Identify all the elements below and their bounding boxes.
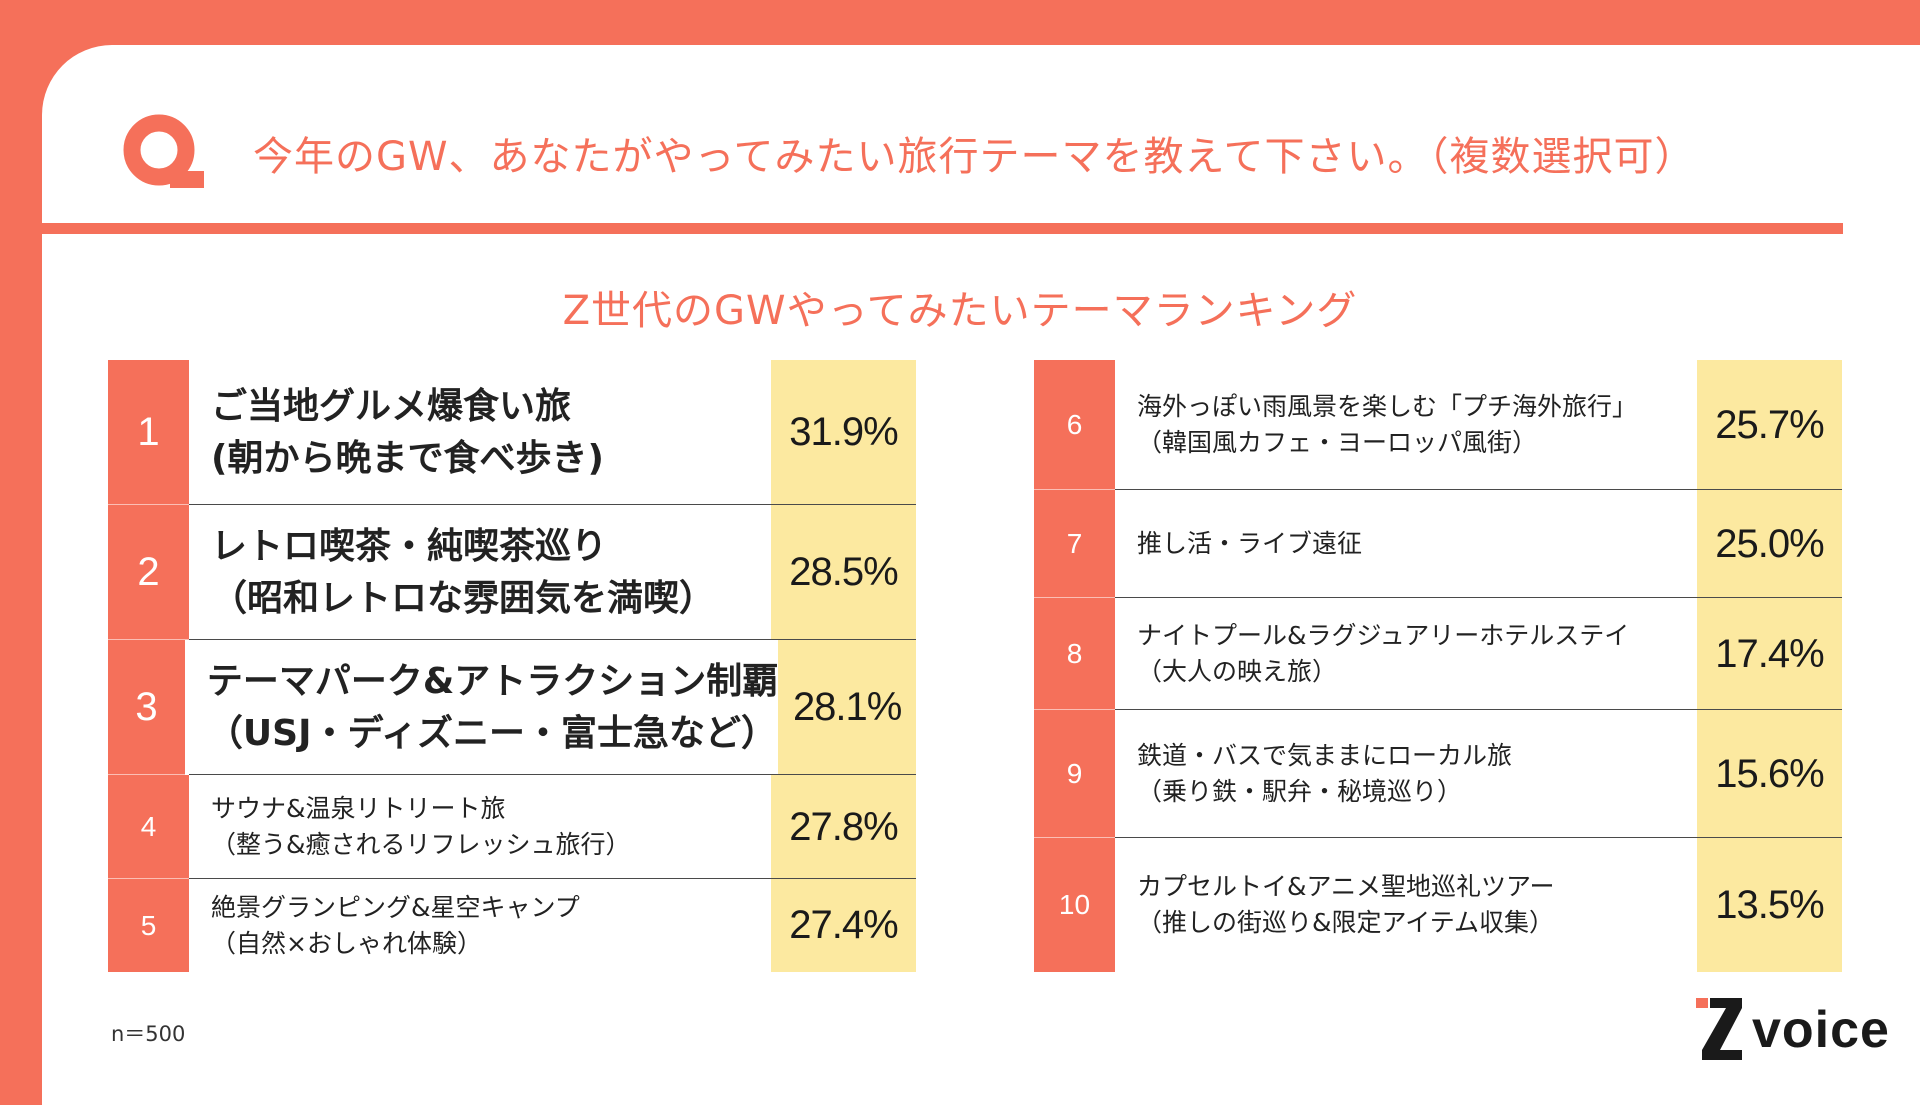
theme-name: サウナ&温泉リトリート旅 [211, 794, 506, 823]
percentage-value: 27.8% [771, 775, 916, 879]
question-text: 今年のGW、あなたがやってみたい旅行テーマを教えて下さい。（複数選択可） [253, 134, 1696, 180]
percentage-value: 13.5% [1697, 838, 1842, 972]
ranking-row: 1 ご当地グルメ爆食い旅 (朝から晩まで食べ歩き) 31.9% [108, 360, 916, 505]
theme-detail: （韓国風カフェ・ヨーロッパ風街） [1137, 428, 1538, 457]
rank-number: 6 [1034, 360, 1115, 490]
theme-name: 推し活・ライブ遠征 [1137, 529, 1363, 558]
percentage-value: 17.4% [1697, 598, 1842, 710]
theme-detail: （USJ・ディズニー・富士急など） [206, 712, 777, 754]
rank-number: 1 [108, 360, 189, 505]
rank-number: 7 [1034, 490, 1115, 598]
theme-label: 推し活・ライブ遠征 [1115, 490, 1697, 598]
ranking-row: 2 レトロ喫茶・純喫茶巡り （昭和レトロな雰囲気を満喫） 28.5% [108, 505, 916, 640]
theme-label: ナイトプール&ラグジュアリーホテルステイ （大人の映え旅） [1115, 598, 1697, 710]
theme-name: カプセルトイ&アニメ聖地巡礼ツアー [1137, 872, 1555, 901]
rank-number: 8 [1034, 598, 1115, 710]
ranking-table-left: 1 ご当地グルメ爆食い旅 (朝から晩まで食べ歩き) 31.9% 2 レトロ喫茶・… [108, 360, 916, 972]
rank-number: 3 [108, 640, 185, 775]
theme-name: ご当地グルメ爆食い旅 [211, 385, 572, 427]
theme-detail: （昭和レトロな雰囲気を満喫） [211, 577, 716, 619]
ranking-row: 4 サウナ&温泉リトリート旅 （整う&癒されるリフレッシュ旅行） 27.8% [108, 775, 916, 879]
percentage-value: 25.0% [1697, 490, 1842, 598]
theme-detail: （推しの街巡り&限定アイテム収集） [1137, 908, 1554, 937]
theme-name: ナイトプール&ラグジュアリーホテルステイ [1137, 621, 1630, 650]
theme-label: ご当地グルメ爆食い旅 (朝から晩まで食べ歩き) [189, 360, 771, 505]
zvoice-logo: voice [1696, 998, 1911, 1062]
percentage-value: 27.4% [771, 879, 916, 972]
rank-number: 5 [108, 879, 189, 972]
theme-label: レトロ喫茶・純喫茶巡り （昭和レトロな雰囲気を満喫） [189, 505, 771, 640]
percentage-value: 28.5% [771, 505, 916, 640]
q-icon [123, 114, 204, 188]
ranking-row: 6 海外っぽい雨風景を楽しむ「プチ海外旅行」 （韓国風カフェ・ヨーロッパ風街） … [1034, 360, 1842, 490]
ranking-row: 10 カプセルトイ&アニメ聖地巡礼ツアー （推しの街巡り&限定アイテム収集） 1… [1034, 838, 1842, 972]
theme-detail: （大人の映え旅） [1137, 657, 1338, 686]
percentage-value: 28.1% [778, 640, 916, 775]
theme-label: カプセルトイ&アニメ聖地巡礼ツアー （推しの街巡り&限定アイテム収集） [1115, 838, 1697, 972]
sample-size-note: n＝500 [111, 1022, 186, 1046]
ranking-row: 8 ナイトプール&ラグジュアリーホテルステイ （大人の映え旅） 17.4% [1034, 598, 1842, 710]
ranking-row: 9 鉄道・バスで気ままにローカル旅 （乗り鉄・駅弁・秘境巡り） 15.6% [1034, 710, 1842, 838]
header-divider [42, 223, 1843, 234]
theme-label: テーマパーク&アトラクション制覇 （USJ・ディズニー・富士急など） [184, 640, 779, 775]
theme-name: テーマパーク&アトラクション制覇 [206, 660, 779, 702]
ranking-title: Z世代のGWやってみたいテーマランキング [562, 288, 1358, 334]
theme-label: 鉄道・バスで気ままにローカル旅 （乗り鉄・駅弁・秘境巡り） [1115, 710, 1697, 838]
theme-label: 海外っぽい雨風景を楽しむ「プチ海外旅行」 （韓国風カフェ・ヨーロッパ風街） [1115, 360, 1697, 490]
percentage-value: 25.7% [1697, 360, 1842, 490]
logo-wordmark: voice [1752, 1001, 1890, 1059]
z-logo-icon [1696, 998, 1742, 1060]
rank-number: 4 [108, 775, 189, 879]
percentage-value: 31.9% [771, 360, 916, 505]
theme-detail: （整う&癒されるリフレッシュ旅行） [211, 830, 631, 859]
ranking-row: 5 絶景グランピング&星空キャンプ （自然×おしゃれ体験） 27.4% [108, 879, 916, 972]
theme-detail: （自然×おしゃれ体験） [211, 928, 482, 958]
theme-label: サウナ&温泉リトリート旅 （整う&癒されるリフレッシュ旅行） [189, 775, 771, 879]
rank-number: 10 [1034, 838, 1115, 972]
rank-number: 2 [108, 505, 189, 640]
theme-name: レトロ喫茶・純喫茶巡り [211, 525, 608, 567]
theme-name: 絶景グランピング&星空キャンプ [211, 892, 580, 922]
rank-number: 9 [1034, 710, 1115, 838]
ranking-table-right: 6 海外っぽい雨風景を楽しむ「プチ海外旅行」 （韓国風カフェ・ヨーロッパ風街） … [1034, 360, 1842, 972]
percentage-value: 15.6% [1697, 710, 1842, 838]
theme-detail: （乗り鉄・駅弁・秘境巡り） [1137, 777, 1463, 806]
theme-name: 海外っぽい雨風景を楽しむ「プチ海外旅行」 [1137, 392, 1638, 421]
theme-name: 鉄道・バスで気ままにローカル旅 [1137, 741, 1513, 770]
theme-detail: (朝から晩まで食べ歩き) [211, 437, 604, 479]
theme-label: 絶景グランピング&星空キャンプ （自然×おしゃれ体験） [189, 879, 771, 972]
ranking-row: 3 テーマパーク&アトラクション制覇 （USJ・ディズニー・富士急など） 28.… [108, 640, 916, 775]
ranking-row: 7 推し活・ライブ遠征 25.0% [1034, 490, 1842, 598]
